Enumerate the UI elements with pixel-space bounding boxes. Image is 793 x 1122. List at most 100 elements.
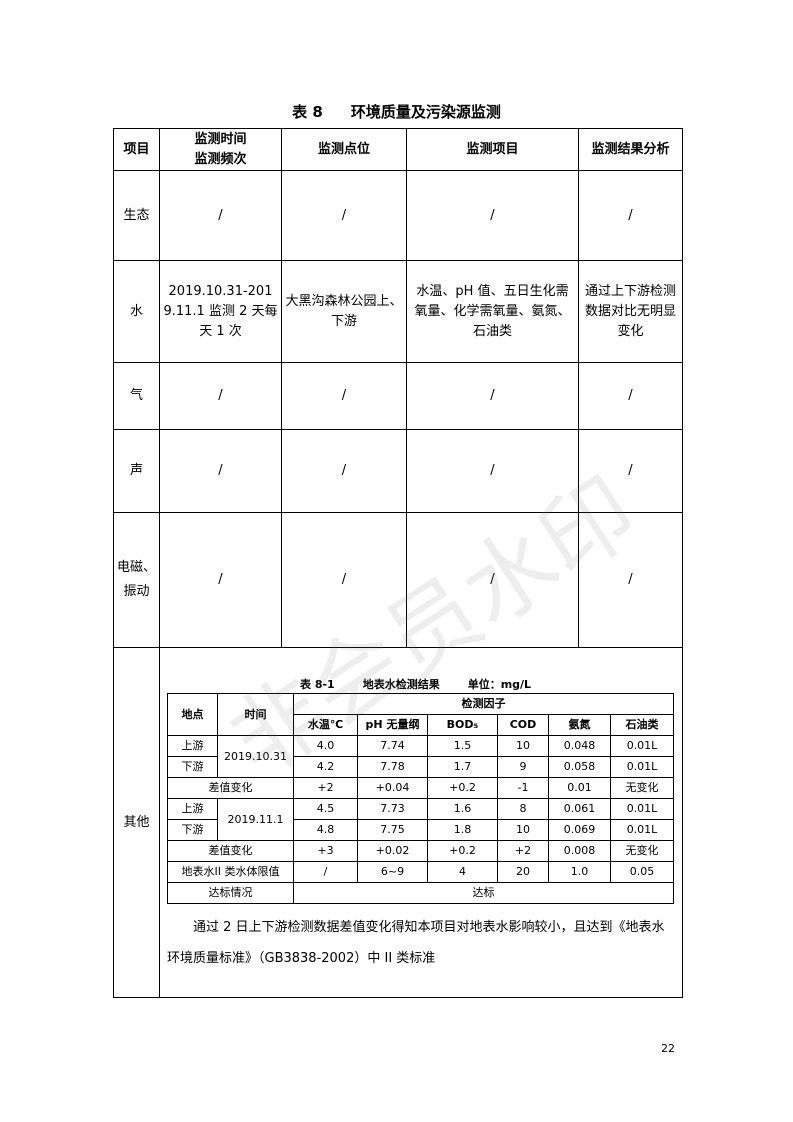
- cell: +0.2: [427, 777, 498, 799]
- surface-water-table: 地点 时间 检测因子 水温℃ pH 无量纲 BOD₅ COD 氨氮 石油类 上游 2019.10…: [167, 693, 674, 904]
- cell: 气: [113, 362, 160, 430]
- cell: /: [293, 861, 358, 883]
- cell: /: [159, 429, 282, 513]
- header-location: 监测点位: [281, 128, 407, 171]
- table-row: 下游 4.8 7.75 1.8 10 0.069 0.01L: [167, 819, 674, 841]
- cell: /: [578, 429, 683, 513]
- cell: +0.2: [427, 840, 498, 862]
- table-title: 表 8 环境质量及污染源监测: [0, 101, 793, 122]
- cell: /: [578, 512, 683, 648]
- cell: 地表水II 类水体限值: [167, 861, 294, 883]
- header-time: 时间: [217, 693, 294, 736]
- cell: +2: [293, 777, 358, 799]
- col-header: 氨氮: [548, 714, 611, 736]
- table-number: 表 8: [292, 103, 323, 121]
- cell: /: [406, 362, 579, 430]
- cell: 1.7: [427, 756, 498, 778]
- table-row: 上游 2019.10.31 4.0 7.74 1.5 10 0.048 0.01L: [167, 735, 674, 778]
- cell: 9: [497, 756, 549, 778]
- cell: 达标: [293, 882, 674, 904]
- cell: /: [281, 170, 407, 261]
- caption-name: 地表水检测结果: [362, 678, 440, 691]
- cell: 6~9: [357, 861, 428, 883]
- col-header: 石油类: [610, 714, 674, 736]
- cell: 0.048: [548, 735, 611, 757]
- cell: 7.74: [357, 735, 428, 757]
- table-row: 上游 2019.11.1 4.5 7.73 1.6 8 0.061 0.01L: [167, 798, 674, 841]
- header-time: 监测时间 监测频次: [159, 128, 282, 171]
- cell: 0.01L: [610, 756, 674, 778]
- cell: 0.069: [548, 819, 611, 841]
- cell: 10: [497, 735, 549, 757]
- table-row: 声 / / / /: [113, 429, 683, 513]
- table-row: 下游 4.2 7.78 1.7 9 0.058 0.01L: [167, 756, 674, 778]
- cell: 差值变化: [167, 777, 294, 799]
- cell: 10: [497, 819, 549, 841]
- cell: /: [406, 512, 579, 648]
- cell: /: [578, 170, 683, 261]
- table-row: 气 / / / /: [113, 362, 683, 430]
- cell: 7.75: [357, 819, 428, 841]
- cell: 电磁、振动: [113, 512, 160, 648]
- cell: 4.0: [293, 735, 358, 757]
- header-place: 地点: [167, 693, 218, 736]
- cell: /: [159, 362, 282, 430]
- table-name: 环境质量及污染源监测: [350, 103, 501, 121]
- cell: 2019.10.31-2019.11.1 监测 2 天每天 1 次: [159, 260, 282, 363]
- cell: 7.73: [357, 798, 428, 820]
- cell: 1.8: [427, 819, 498, 841]
- cell: 2019.11.1: [217, 798, 294, 841]
- cell: 0.008: [548, 840, 611, 862]
- cell: /: [281, 429, 407, 513]
- cell: 差值变化: [167, 840, 294, 862]
- cell: 0.01L: [610, 819, 674, 841]
- table-row: 达标情况 达标: [167, 882, 674, 904]
- cell: /: [281, 512, 407, 648]
- col-header: 水温℃: [293, 714, 358, 736]
- caption-unit: 单位：mg/L: [467, 678, 532, 691]
- cell: /: [406, 429, 579, 513]
- cell: /: [159, 512, 282, 648]
- cell: 上游: [167, 735, 218, 757]
- cell: 4.5: [293, 798, 358, 820]
- header-item: 项目: [113, 128, 160, 171]
- col-header: COD: [497, 714, 549, 736]
- cell: 0.061: [548, 798, 611, 820]
- cell: +0.04: [357, 777, 428, 799]
- table-row: 地表水II 类水体限值/6~9 4 20 1.0 0.05: [167, 861, 674, 883]
- cell: 4: [427, 861, 498, 883]
- cell: 20: [497, 861, 549, 883]
- cell: 1.6: [427, 798, 498, 820]
- table-row: 水 2019.10.31-2019.11.1 监测 2 天每天 1 次大黑沟森林公…: [113, 260, 683, 363]
- cell: 1.5: [427, 735, 498, 757]
- page-number: 22: [661, 1042, 675, 1055]
- cell: 无变化: [610, 840, 674, 862]
- cell: /: [281, 362, 407, 430]
- header-factor: 检测因子: [293, 693, 674, 715]
- cell: 上游: [167, 798, 218, 820]
- table-row: 生态 / / / /: [113, 170, 683, 261]
- cell: 下游: [167, 819, 218, 841]
- cell: 通过上下游检测数据对比无明显变化: [578, 260, 683, 363]
- cell: -1: [497, 777, 549, 799]
- cell: 0.01L: [610, 735, 674, 757]
- cell: 达标情况: [167, 882, 294, 904]
- cell: 0.05: [610, 861, 674, 883]
- cell: 4.2: [293, 756, 358, 778]
- conclusion-paragraph: 通过 2 日上下游检测数据差值变化得知本项目对地表水影响较小，且达到《地表水环境…: [167, 920, 665, 966]
- table-row: 差值变化 +3 +0.02 +0.2 +2 0.008 无变化: [167, 840, 674, 862]
- cell: 无变化: [610, 777, 674, 799]
- cell: 0.058: [548, 756, 611, 778]
- cell: 0.01L: [610, 798, 674, 820]
- cell: /: [406, 170, 579, 261]
- table-row: 电磁、振动 / / / /: [113, 512, 683, 648]
- table-row: 差值变化 +2 +0.04 +0.2 -1 0.01 无变化: [167, 777, 674, 799]
- cell: 大黑沟森林公园上、下游: [281, 260, 407, 363]
- cell: 8: [497, 798, 549, 820]
- cell: 水: [113, 260, 160, 363]
- header-items: 监测项目: [406, 128, 579, 171]
- cell: 2019.10.31: [217, 735, 294, 778]
- cell: +0.02: [357, 840, 428, 862]
- cell: 0.01: [548, 777, 611, 799]
